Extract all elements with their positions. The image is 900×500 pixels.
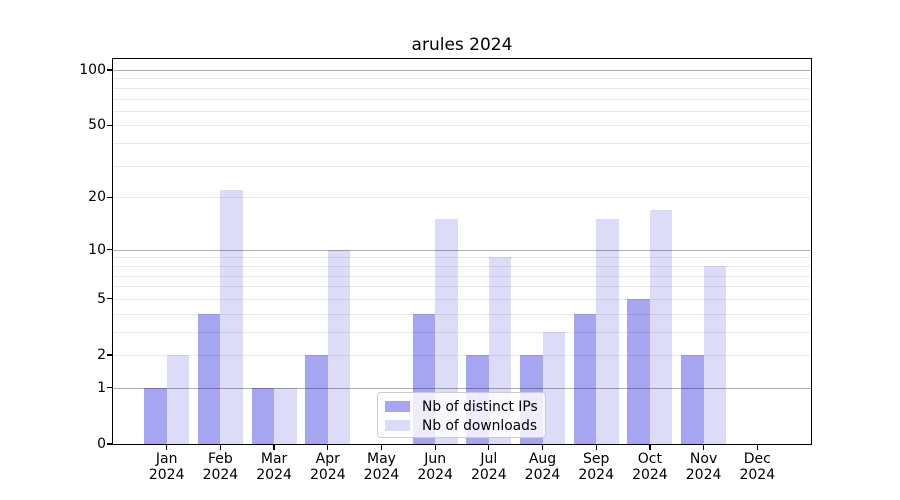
x-tick-label-dec: Dec 2024	[712, 451, 802, 483]
x-tick-label-feb: Feb 2024	[175, 451, 265, 483]
y-tick-label-100: 100	[79, 62, 106, 78]
y-tick-label-20: 20	[88, 189, 106, 206]
x-tick-mark-jun	[434, 445, 436, 450]
x-tick-mark-apr	[327, 445, 329, 450]
x-tick-year: 2024	[202, 466, 239, 483]
bar-nb-of-downloads-aug	[542, 331, 565, 444]
y-tick-mark-20	[107, 196, 112, 198]
x-tick-mark-feb	[219, 445, 222, 450]
x-tick-mark-oct	[649, 445, 651, 450]
x-tick-month: Jul	[480, 451, 498, 467]
bar-nb-of-downloads-apr	[327, 249, 351, 444]
x-tick-year: 2024	[309, 466, 346, 483]
x-tick-month: Nov	[689, 451, 718, 467]
x-tick-label-jan: Jan 2024	[122, 451, 212, 483]
x-tick-mark-aug	[541, 445, 544, 450]
y-tick-mark-2	[107, 354, 112, 356]
x-tick-year: 2024	[524, 466, 561, 483]
y-tick-label-0: 0	[97, 436, 106, 452]
y-tick-mark-50	[107, 124, 112, 127]
legend-item-nb-of-downloads: Nb of downloads	[385, 416, 545, 435]
x-tick-year: 2024	[739, 466, 776, 483]
x-tick-mark-may	[380, 445, 383, 450]
y-tick-label-1: 1	[97, 379, 106, 396]
x-tick-year: 2024	[417, 466, 453, 483]
bar-nb-of-downloads-feb	[220, 189, 243, 444]
legend-label-nb-of-downloads: Nb of downloads	[422, 417, 538, 434]
legend: Nb of distinct IPs Nb of downloads	[377, 392, 546, 438]
bar-nb-of-distinct-ips-oct	[627, 298, 650, 444]
x-tick-year: 2024	[632, 466, 668, 483]
x-tick-year: 2024	[578, 466, 614, 483]
y-tick-label-10: 10	[88, 241, 106, 258]
bar-nb-of-downloads-oct	[649, 209, 673, 444]
x-tick-mark-dec	[756, 445, 758, 450]
x-tick-label-jun: Jun 2024	[390, 451, 480, 483]
bar-nb-of-distinct-ips-jan	[144, 387, 167, 444]
x-tick-label-mar: Mar 2024	[229, 451, 319, 483]
x-tick-year: 2024	[148, 466, 185, 483]
x-tick-year: 2024	[470, 466, 507, 483]
x-tick-month: Oct	[637, 451, 662, 467]
x-tick-month: Feb	[207, 451, 233, 467]
bar-nb-of-distinct-ips-nov	[681, 355, 704, 444]
bar-nb-of-downloads-mar	[274, 387, 297, 444]
x-tick-year: 2024	[685, 466, 722, 483]
bar-nb-of-distinct-ips-mar	[251, 387, 275, 444]
x-tick-year: 2024	[256, 466, 292, 483]
y-tick-mark-10	[107, 249, 112, 251]
bar-nb-of-downloads-jun	[435, 219, 458, 444]
x-tick-label-oct: Oct 2024	[605, 451, 695, 483]
y-tick-label-5: 5	[97, 290, 106, 307]
x-tick-label-nov: Nov 2024	[659, 451, 749, 483]
x-tick-label-may: May 2024	[337, 451, 427, 483]
bar-nb-of-downloads-sep	[596, 219, 619, 444]
legend-label-nb-of-distinct-ips: Nb of distinct IPs	[422, 398, 538, 415]
y-tick-mark-5	[107, 298, 112, 300]
legend-item-nb-of-distinct-ips: Nb of distinct IPs	[385, 397, 545, 416]
y-tick-mark-1	[107, 387, 112, 389]
bars-layer	[113, 59, 811, 444]
x-tick-mark-mar	[273, 445, 275, 450]
y-tick-label-2: 2	[97, 347, 106, 363]
legend-swatch-nb-of-distinct-ips	[385, 401, 410, 412]
bar-nb-of-distinct-ips-feb	[197, 313, 221, 444]
x-tick-label-apr: Apr 2024	[283, 451, 373, 483]
y-tick-label-50: 50	[88, 117, 106, 134]
x-tick-month: Sep	[582, 451, 610, 467]
bar-nb-of-downloads-jan	[166, 355, 190, 444]
chart-title: arules 2024	[411, 35, 513, 55]
x-tick-year: 2024	[363, 466, 400, 483]
y-tick-mark-0	[107, 443, 112, 445]
x-tick-month: Jun	[424, 451, 447, 467]
plot-area	[112, 58, 812, 445]
x-tick-label-jul: Jul 2024	[444, 451, 534, 483]
bar-nb-of-downloads-nov	[703, 265, 727, 444]
x-tick-month: Dec	[743, 451, 771, 467]
x-tick-mark-jul	[488, 445, 490, 450]
x-tick-month: Jan	[155, 451, 178, 467]
x-tick-mark-nov	[702, 445, 705, 450]
x-tick-label-sep: Sep 2024	[551, 451, 641, 483]
bar-nb-of-distinct-ips-sep	[573, 313, 597, 444]
x-tick-month: Mar	[260, 451, 288, 467]
legend-swatch-nb-of-downloads	[385, 420, 410, 431]
x-tick-mark-jan	[166, 445, 168, 450]
x-tick-month: Apr	[315, 451, 340, 467]
x-tick-mark-sep	[595, 445, 597, 450]
x-tick-month: May	[367, 451, 396, 467]
bar-nb-of-distinct-ips-apr	[305, 355, 328, 444]
x-tick-label-aug: Aug 2024	[498, 451, 588, 483]
y-tick-mark-100	[107, 69, 112, 71]
x-tick-month: Aug	[528, 451, 557, 467]
